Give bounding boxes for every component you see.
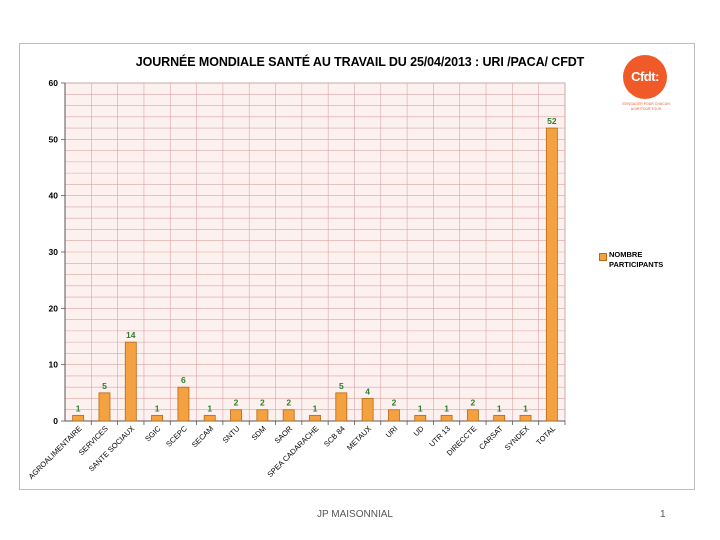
bar xyxy=(124,341,137,422)
x-tick-label: SDM xyxy=(250,424,268,442)
x-tick-label: AGROALIMENTAIRE xyxy=(27,424,84,481)
data-label: 4 xyxy=(365,386,370,396)
bar xyxy=(98,392,111,422)
bar xyxy=(177,386,190,422)
x-tick-label: TOTAL xyxy=(534,424,557,447)
data-label: 2 xyxy=(471,398,476,408)
data-label: 1 xyxy=(444,403,449,413)
y-tick-label: 60 xyxy=(49,78,59,88)
y-tick-label: 40 xyxy=(49,191,59,201)
x-tick-label: CARSAT xyxy=(477,424,505,452)
cfdt-logo: Cfdt: S'ENGAGER POUR CHACUN AGIR POUR TO… xyxy=(621,55,671,115)
logo-circle: Cfdt: xyxy=(623,55,667,99)
y-tick-label: 20 xyxy=(49,303,59,313)
bar xyxy=(282,409,295,422)
y-tick-label: 10 xyxy=(49,360,59,370)
data-label: 2 xyxy=(234,398,239,408)
data-label: 52 xyxy=(547,116,557,126)
x-tick-label: SAOR xyxy=(273,424,295,446)
bar xyxy=(72,414,85,422)
x-tick-label: SNTU xyxy=(221,424,242,445)
x-tick-label: SCB 84 xyxy=(322,424,347,449)
data-label: 6 xyxy=(181,375,186,385)
data-label: 2 xyxy=(286,398,291,408)
bar xyxy=(256,409,269,422)
x-tick-label: UD xyxy=(412,424,426,438)
bar xyxy=(414,414,427,422)
chart-title: JOURNÉE MONDIALE SANTÉ AU TRAVAIL DU 25/… xyxy=(135,55,585,69)
data-label: 1 xyxy=(418,403,423,413)
x-tick-label: SANTE SOCIAUX xyxy=(87,424,136,473)
x-tick-label: METAUX xyxy=(345,424,373,452)
x-tick-label: SPEA CADARACHE xyxy=(265,424,320,479)
bar xyxy=(493,414,506,422)
bar xyxy=(545,127,558,422)
x-tick-label: SGIC xyxy=(143,424,163,444)
y-tick-label: 30 xyxy=(49,247,59,257)
footer-author: JP MAISONNIAL xyxy=(317,509,393,520)
x-tick-label: UTR 13 xyxy=(427,424,452,449)
data-label: 1 xyxy=(76,403,81,413)
logo-tagline-2: AGIR POUR TOUS xyxy=(630,107,662,111)
legend-swatch xyxy=(599,253,607,261)
data-label: 1 xyxy=(523,403,528,413)
data-label: 1 xyxy=(497,403,502,413)
bar xyxy=(519,414,532,422)
bar xyxy=(151,414,164,422)
bar xyxy=(230,409,242,422)
data-label: 2 xyxy=(392,398,397,408)
x-tick-label: SECAM xyxy=(190,424,215,449)
data-label: 5 xyxy=(339,381,344,391)
bar xyxy=(309,414,321,422)
bar xyxy=(466,409,479,422)
y-tick-label: 50 xyxy=(49,134,59,144)
x-tick-label: URI xyxy=(384,424,400,440)
logo-tagline-1: S'ENGAGER POUR CHACUN xyxy=(622,102,670,106)
bar xyxy=(335,392,348,422)
bar xyxy=(361,398,374,422)
data-label: 1 xyxy=(313,403,318,413)
data-label: 14 xyxy=(126,330,136,340)
legend-label: NOMBRE PARTICIPANTS xyxy=(609,250,664,269)
bar xyxy=(203,414,216,422)
y-tick-label: 0 xyxy=(53,416,58,426)
data-label: 2 xyxy=(260,398,265,408)
data-label: 1 xyxy=(207,403,212,413)
data-label: 5 xyxy=(102,381,107,391)
bar xyxy=(440,414,453,422)
x-tick-label: SCEPC xyxy=(164,424,189,449)
bar xyxy=(388,409,400,422)
page-number: 1 xyxy=(660,509,666,520)
x-tick-label: SYNDEX xyxy=(503,424,531,452)
data-label: 1 xyxy=(155,403,160,413)
